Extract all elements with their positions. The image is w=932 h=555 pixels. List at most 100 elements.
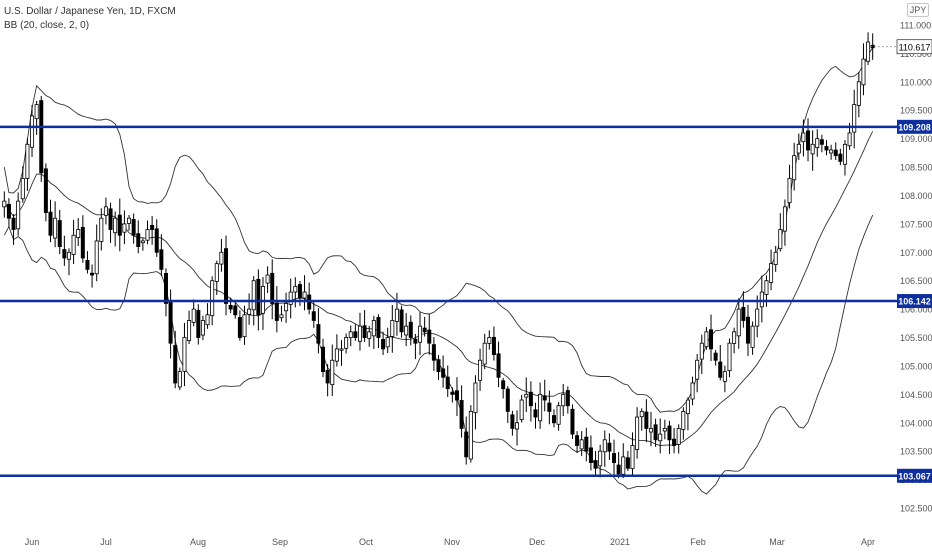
candle-body <box>367 331 372 339</box>
candle-body <box>579 439 584 450</box>
candle-body <box>792 155 797 181</box>
candle-body <box>205 314 210 326</box>
candle-body <box>53 217 58 239</box>
candle-body <box>394 308 399 322</box>
candle-body <box>233 305 238 316</box>
candle-body <box>293 285 298 293</box>
current-price-tag <box>896 39 932 55</box>
candle-body <box>344 337 349 349</box>
middle-band <box>3 131 874 446</box>
candle-body <box>311 311 316 321</box>
candle-body <box>510 414 515 429</box>
candle-body <box>842 143 847 165</box>
candle-body <box>371 320 376 337</box>
time-tick-label: Jul <box>100 537 112 547</box>
price-labels: 109.208 106.142 103.067 110.617 <box>870 39 932 483</box>
candle-body <box>491 336 496 355</box>
candle-body <box>454 390 459 401</box>
indicator-label[interactable]: BB (20, close, 2, 0) <box>4 20 90 31</box>
candle-body <box>150 224 155 230</box>
candle-body <box>353 331 358 338</box>
candle-body <box>113 217 118 234</box>
candle-body <box>658 433 663 442</box>
candle-body <box>755 308 760 327</box>
chart-legend: U.S. Dollar / Japanese Yen, 1D, FXCM BB … <box>4 5 176 33</box>
candle-body <box>773 251 778 266</box>
candle-body <box>422 327 427 333</box>
candle-body <box>408 321 413 338</box>
candle-body <box>242 314 247 338</box>
candle-body <box>519 399 524 420</box>
time-tick-label: Jun <box>25 537 40 547</box>
candle-body <box>274 302 279 321</box>
candle-body <box>515 422 520 430</box>
candle-body <box>533 409 538 418</box>
candle-body <box>357 325 362 342</box>
candle-body <box>745 316 750 344</box>
candle-body <box>718 361 723 378</box>
time-tick-label: Oct <box>359 537 374 547</box>
candle-body <box>478 359 483 381</box>
candle-body <box>159 249 164 270</box>
price-tick-label: 111.000 <box>900 21 931 31</box>
time-tick-label: Feb <box>690 537 706 547</box>
candle-body <box>330 359 335 386</box>
candle-body <box>769 263 774 283</box>
symbol-title[interactable]: U.S. Dollar / Japanese Yen, 1D, FXCM <box>4 6 176 17</box>
candle-body <box>829 149 834 154</box>
candle-body <box>376 317 381 338</box>
candle-body <box>764 280 769 295</box>
candle-body <box>431 344 436 361</box>
candle-body <box>90 272 95 276</box>
support-resistance-levels[interactable] <box>0 125 897 478</box>
candle-body <box>418 325 423 343</box>
level-price-text: 106.142 <box>898 297 931 307</box>
candle-body <box>584 436 589 452</box>
candle-body <box>538 393 543 422</box>
candle-body <box>653 424 658 441</box>
candle-body <box>496 353 501 378</box>
candle-body <box>191 308 196 323</box>
candle-body <box>662 428 667 432</box>
time-axis[interactable]: Jun Jul Aug Sep Oct Nov Dec 2021 Feb Mar Apr <box>25 537 875 547</box>
candle-body <box>473 382 478 414</box>
price-tick-label: 103.500 <box>900 447 932 457</box>
price-tick-label: 104.000 <box>900 418 932 428</box>
level-price-tag <box>897 294 932 309</box>
candle-body <box>99 217 104 242</box>
candle-body <box>2 200 7 208</box>
candle-body <box>806 130 811 151</box>
price-axis[interactable]: 111.000110.500110.000109.500109.000108.5… <box>900 21 932 514</box>
candle-body <box>48 211 53 236</box>
candle-body <box>602 439 607 453</box>
candle-body <box>690 382 695 400</box>
candle-body <box>196 309 201 338</box>
time-tick-label: Nov <box>444 537 461 547</box>
time-tick-label: 2021 <box>610 537 630 547</box>
upper-band <box>3 47 874 413</box>
candle-body <box>177 371 182 388</box>
time-tick-label: Dec <box>529 537 546 547</box>
currency-badge[interactable]: JPY <box>907 3 929 17</box>
candle-body <box>80 226 85 259</box>
candle-body <box>284 303 289 312</box>
candle-body <box>270 272 275 304</box>
candle-body <box>561 393 566 407</box>
candle-body <box>782 206 787 232</box>
candle-body <box>228 305 233 310</box>
candle-body <box>838 153 843 162</box>
candle-body <box>362 325 367 338</box>
candle-body <box>145 229 150 241</box>
candle-body <box>131 219 136 236</box>
candle-body <box>709 329 714 350</box>
candle-body <box>302 291 307 299</box>
price-tick-label: 105.000 <box>900 361 932 371</box>
time-tick-label: Mar <box>769 537 785 547</box>
candle-body <box>556 405 561 425</box>
candle-body <box>39 100 44 174</box>
candle-body <box>339 348 344 351</box>
candle-body <box>321 346 326 373</box>
candle-body <box>16 200 21 230</box>
